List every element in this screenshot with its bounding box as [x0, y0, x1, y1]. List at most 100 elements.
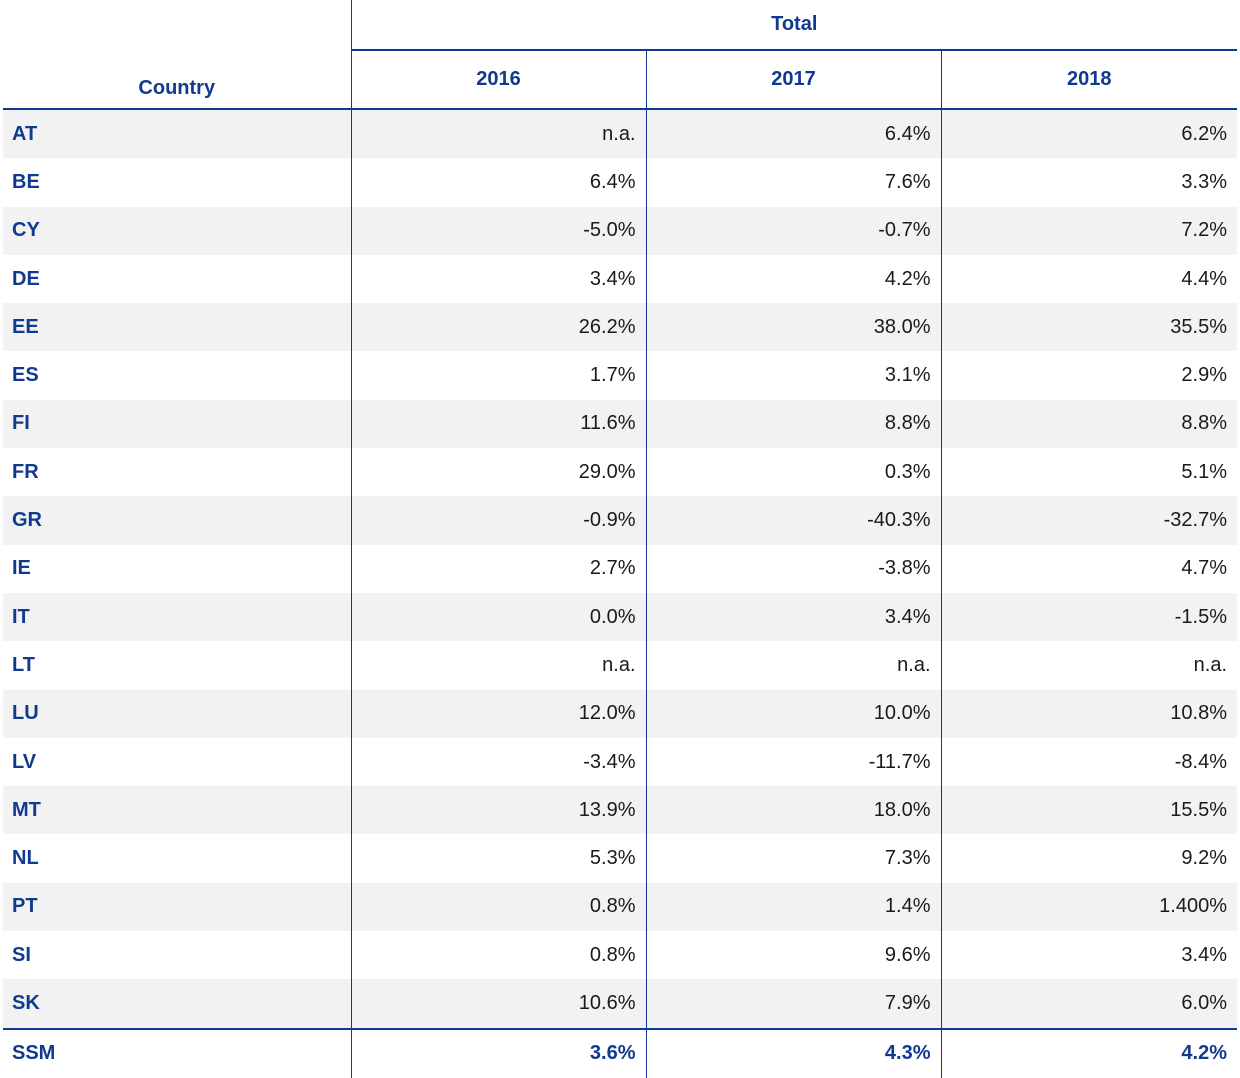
table-row: GR -0.9% -40.3% -32.7% — [3, 496, 1238, 545]
country-cell: SI — [12, 943, 31, 966]
table-row: MT 13.9% 18.0% 15.5% — [3, 786, 1238, 835]
table-row: BE 6.4% 7.6% 3.3% — [3, 158, 1238, 207]
value-cell-2016: 0.8% — [350, 931, 646, 980]
column-header-2016: 2016 — [350, 50, 646, 110]
value-cell-2016: 5.3% — [350, 834, 646, 883]
value-cell-2018: 3.3% — [940, 158, 1238, 207]
value-cell-2018: 2.9% — [940, 351, 1238, 400]
country-cell: EE — [3, 303, 351, 352]
total-country-cell: SSM — [3, 1027, 351, 1078]
country-cell: BE — [12, 170, 40, 193]
country-cell: ES — [12, 364, 39, 387]
value-cell-2018: n.a. — [940, 641, 1238, 690]
value-cell-2016: 12.0% — [350, 689, 646, 738]
value-cell-2016: 29.0% — [350, 448, 646, 497]
value-cell-2017: -3.8% — [645, 544, 941, 593]
value-cell-2017: 3.4% — [645, 592, 941, 642]
column-header-2018: 2018 — [940, 50, 1238, 110]
value-cell-2017: 7.3% — [645, 834, 941, 883]
value-cell-2017: 6.4% — [645, 109, 941, 159]
table-row: SI 0.8% 9.6% 3.4% — [3, 931, 1238, 980]
value-cell-2016: n.a. — [350, 641, 646, 690]
value-cell-2018: 6.2% — [940, 109, 1238, 159]
value-cell-2016: -3.4% — [350, 737, 646, 787]
value-cell-2017: 4.2% — [645, 254, 941, 304]
country-cell: DE — [12, 267, 40, 290]
value-cell-2016: 11.6% — [350, 399, 646, 449]
total-value-cell-2018: 4.2% — [940, 1027, 1238, 1078]
table-row: PT 0.8% 1.4% 1.400% — [3, 882, 1238, 932]
table-row: IT 0.0% 3.4% -1.5% — [3, 592, 1238, 642]
value-cell-2016: 1.7% — [350, 351, 646, 400]
table-row: NL 5.3% 7.3% 9.2% — [3, 834, 1238, 883]
value-cell-2018: 3.4% — [940, 931, 1238, 980]
group-header-total: Total — [350, 0, 1238, 51]
country-cell: LT — [12, 653, 35, 676]
value-cell-2016: 3.4% — [350, 254, 646, 304]
country-cell: MT — [3, 786, 351, 835]
value-cell-2017: 3.1% — [645, 351, 941, 400]
table-row: CY -5.0% -0.7% 7.2% — [3, 206, 1238, 255]
value-cell-2018: -8.4% — [940, 737, 1238, 787]
value-cell-2017: 9.6% — [645, 931, 941, 980]
total-row: SSM 3.6% 4.3% 4.2% — [3, 1027, 1238, 1078]
value-cell-2018: 9.2% — [940, 834, 1238, 883]
value-cell-2018: 6.0% — [940, 979, 1238, 1029]
table-row: LU 12.0% 10.0% 10.8% — [3, 689, 1238, 738]
data-table: Total Country 2016 2017 2018 AT n.a. 6.4% 6… — [3, 0, 1238, 1078]
value-cell-2017: 10.0% — [645, 689, 941, 738]
country-cell: IE — [12, 557, 31, 580]
column-header-2017: 2017 — [645, 50, 941, 110]
country-cell: CY — [3, 206, 351, 255]
table-row: EE 26.2% 38.0% 35.5% — [3, 303, 1238, 352]
value-cell-2018: 15.5% — [940, 786, 1238, 835]
table-row: IE 2.7% -3.8% 4.7% — [3, 544, 1238, 593]
table-row: ES 1.7% 3.1% 2.9% — [3, 351, 1238, 400]
country-cell: LV — [12, 750, 37, 773]
value-cell-2018: 1.400% — [940, 882, 1238, 932]
value-cell-2016: 2.7% — [350, 544, 646, 593]
value-cell-2017: 7.6% — [645, 158, 941, 207]
value-cell-2016: 6.4% — [350, 158, 646, 207]
value-cell-2018: -1.5% — [940, 592, 1238, 642]
value-cell-2016: 10.6% — [350, 979, 646, 1029]
value-cell-2018: 4.4% — [940, 254, 1238, 304]
value-cell-2018: 10.8% — [940, 689, 1238, 738]
country-cell: FR — [12, 460, 39, 483]
table-body: AT n.a. 6.4% 6.2% BE 6.4% 7.6% 3.3% CY -5.0% -0.7%… — [3, 109, 1238, 1078]
value-cell-2016: n.a. — [350, 109, 646, 159]
table-row: AT n.a. 6.4% 6.2% — [3, 109, 1238, 159]
value-cell-2016: 0.0% — [350, 592, 646, 642]
total-value-cell-2017: 4.3% — [645, 1027, 941, 1078]
country-cell: LU — [3, 689, 351, 738]
value-cell-2017: n.a. — [645, 641, 941, 690]
value-cell-2018: 8.8% — [940, 399, 1238, 449]
country-cell: IT — [3, 592, 351, 642]
value-cell-2016: 26.2% — [350, 303, 646, 352]
country-cell: GR — [3, 496, 351, 545]
country-cell: SK — [3, 979, 351, 1029]
value-cell-2017: 8.8% — [645, 399, 941, 449]
value-cell-2017: 0.3% — [645, 448, 941, 497]
value-cell-2016: 0.8% — [350, 882, 646, 932]
value-cell-2018: 4.7% — [940, 544, 1238, 593]
value-cell-2017: -40.3% — [645, 496, 941, 545]
table-row: LV -3.4% -11.7% -8.4% — [3, 737, 1238, 787]
value-cell-2017: -11.7% — [645, 737, 941, 787]
value-cell-2016: 13.9% — [350, 786, 646, 835]
table-row: FI 11.6% 8.8% 8.8% — [3, 399, 1238, 449]
table-row: DE 3.4% 4.2% 4.4% — [3, 254, 1238, 304]
value-cell-2018: -32.7% — [940, 496, 1238, 545]
value-cell-2017: 38.0% — [645, 303, 941, 352]
header-blank-cell — [3, 0, 351, 50]
country-cell: NL — [12, 847, 39, 870]
country-cell: PT — [3, 882, 351, 932]
value-cell-2017: -0.7% — [645, 206, 941, 255]
table-row: LT n.a. n.a. n.a. — [3, 641, 1238, 690]
table-row: FR 29.0% 0.3% 5.1% — [3, 448, 1238, 497]
table-row: SK 10.6% 7.9% 6.0% — [3, 979, 1238, 1029]
value-cell-2017: 7.9% — [645, 979, 941, 1029]
value-cell-2016: -0.9% — [350, 496, 646, 545]
country-cell: AT — [3, 109, 351, 159]
